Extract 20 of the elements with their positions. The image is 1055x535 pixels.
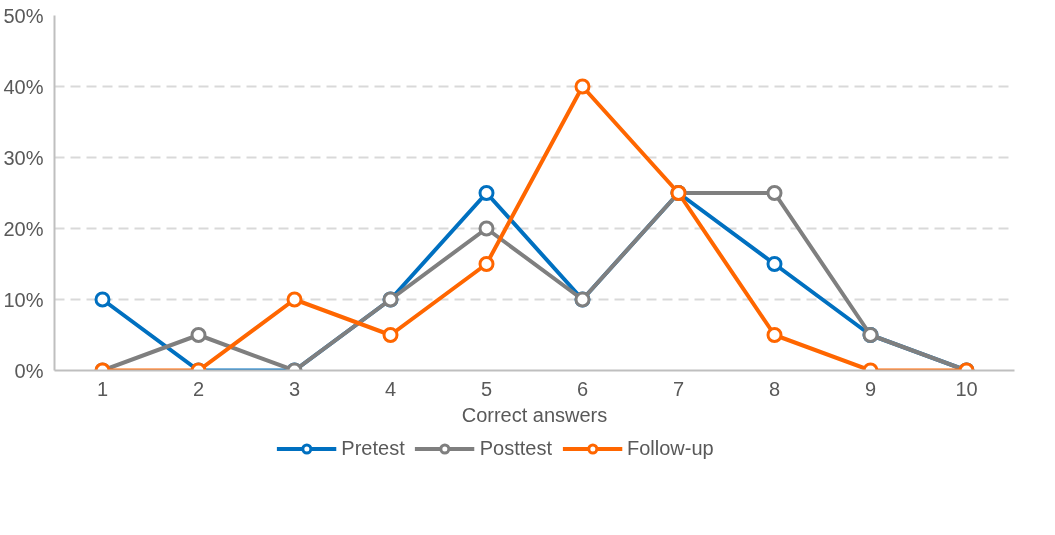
legend-label: Pretest	[341, 436, 405, 460]
x-tick-label: 3	[288, 377, 301, 400]
y-tick-label: 30%	[3, 146, 44, 169]
x-tick-label: 1	[96, 377, 109, 400]
x-axis-title: Correct answers	[461, 403, 608, 426]
x-tick-label: 2	[192, 377, 205, 400]
y-tick-label: 0%	[14, 359, 44, 382]
x-tick-label: 6	[576, 377, 589, 400]
y-tick-label: 40%	[3, 75, 44, 98]
legend-label: Posttest	[479, 436, 552, 460]
y-tick-label: 20%	[3, 217, 44, 240]
x-tick-label: 8	[768, 377, 781, 400]
x-tick-label: 5	[480, 377, 493, 400]
x-tick-label: 9	[864, 377, 877, 400]
x-tick-label: 7	[672, 377, 685, 400]
y-tick-label: 10%	[3, 288, 44, 311]
x-tick-label: 10	[955, 377, 978, 400]
y-tick-label: 50%	[3, 4, 44, 27]
x-tick-label: 4	[384, 377, 397, 400]
legend-label: Follow-up	[626, 436, 714, 460]
